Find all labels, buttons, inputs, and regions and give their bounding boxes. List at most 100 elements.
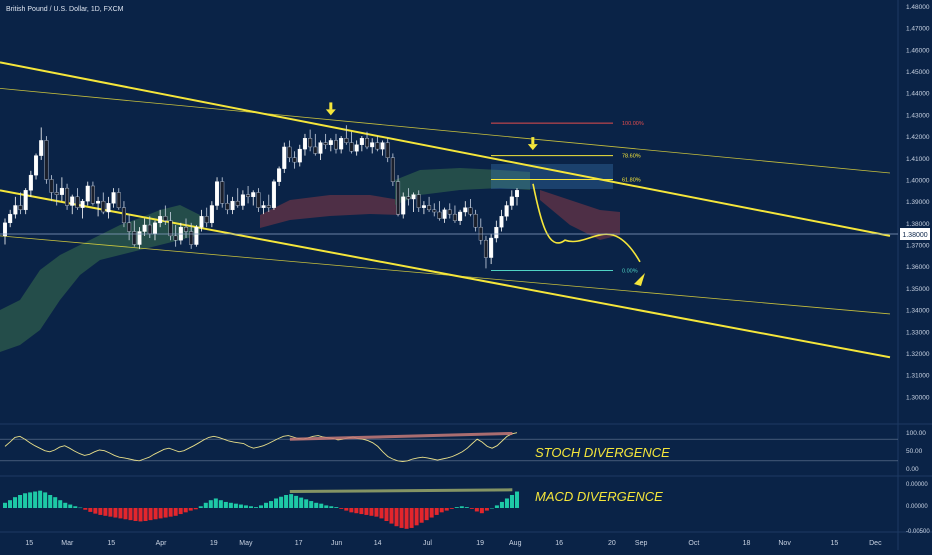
candlesticks (2, 125, 520, 269)
candle-body (354, 144, 359, 152)
candle-body (106, 203, 111, 213)
price-tick-label: 1.34000 (906, 308, 930, 315)
candle-body (183, 226, 189, 232)
candle-body (302, 138, 307, 150)
macd-histogram-bar (359, 508, 364, 515)
trendline (0, 235, 891, 315)
candle-body (34, 155, 39, 176)
macd-histogram-bar (494, 505, 499, 508)
fib-level-label: 100.00% (622, 121, 644, 127)
time-tick-label: Oct (688, 540, 699, 547)
candle-body (494, 226, 499, 239)
macd-histogram-bar (38, 490, 43, 508)
macd-histogram-bar (459, 506, 464, 508)
candle-body (101, 200, 106, 213)
ichimoku-cloud (0, 168, 620, 352)
time-tick-label: Jun (331, 540, 342, 547)
candle-body (8, 213, 13, 224)
candle-body (59, 187, 64, 195)
macd-histogram-bar (13, 497, 18, 508)
macd-histogram-bar (123, 508, 128, 520)
macd-histogram-bar (504, 498, 509, 508)
macd-histogram-bar (68, 504, 73, 508)
candle-body (365, 138, 370, 148)
candle-body (2, 222, 8, 237)
time-axis: 15 Mar 15 Apr 19 May 17 Jun 14 Jul 19 Aug 16 20 Sep Oct… (25, 540, 882, 547)
time-tick-label: 19 (476, 540, 484, 547)
candle-body (287, 146, 292, 158)
candle-body (116, 192, 121, 208)
candle-body (473, 213, 478, 228)
candle-body (432, 209, 437, 213)
price-tick-label: 1.43000 (906, 112, 930, 119)
candle-body (163, 216, 168, 221)
macd-histogram-bar (33, 491, 38, 508)
cloud-bull-segment (395, 168, 530, 205)
time-tick-label: 19 (210, 540, 218, 547)
macd-histogram-bar (469, 508, 474, 509)
down-arrow-head (527, 144, 538, 151)
candle-body (292, 157, 297, 163)
macd-tick-label: 0.00000 (906, 504, 928, 510)
stochastic-pane: 100.00 50.00 0.00 (0, 430, 926, 473)
time-tick-label: 15 (830, 540, 838, 547)
fib-level-label: 78.60% (622, 154, 641, 160)
macd-histogram-bar (319, 503, 324, 508)
time-tick-label: 16 (555, 540, 563, 547)
macd-histogram-bar (233, 503, 238, 508)
macd-histogram-bar (218, 500, 223, 508)
candle-body (152, 222, 157, 234)
macd-histogram-bar (43, 492, 48, 508)
candle-body (359, 138, 364, 145)
macd-histogram-bar (23, 493, 28, 508)
macd-histogram-bar (53, 497, 58, 508)
down-arrow-head (325, 109, 336, 116)
candle-body (173, 235, 178, 241)
time-tick-label: 20 (608, 540, 616, 547)
macd-tick-label: -0.00500 (906, 529, 930, 535)
candle-body (483, 239, 488, 258)
candle-body (396, 181, 401, 215)
macd-histogram-bar (479, 508, 484, 514)
projection-arrowhead (634, 273, 645, 286)
candle-body (199, 216, 204, 228)
candle-body (96, 200, 101, 204)
price-axis: 1.48000 1.47000 1.46000 1.45000 1.44000 1.430… (906, 4, 930, 401)
candle-body (142, 224, 147, 232)
macd-histogram-bar (228, 502, 233, 508)
macd-histogram-bar (389, 508, 394, 524)
chart-title: British Pound / U.S. Dollar, 1D, FXCM (6, 6, 124, 13)
macd-histogram-bar (454, 507, 459, 508)
down-arrow-shaft (531, 137, 535, 145)
candle-body (514, 190, 520, 198)
fib-level-label: 0.00% (622, 269, 638, 275)
candle-body (411, 194, 416, 200)
macd-histogram-bar (98, 508, 103, 515)
macd-histogram-bar (439, 508, 444, 513)
macd-histogram-bar (238, 504, 243, 508)
macd-histogram-bar (133, 508, 138, 521)
macd-histogram-bar (8, 500, 13, 508)
macd-histogram-bar (103, 508, 108, 516)
macd-histogram-bar (113, 508, 118, 518)
macd-histogram-bar (193, 508, 198, 510)
candle-body (277, 168, 282, 182)
candle-body (266, 205, 271, 208)
candle-body (137, 231, 142, 245)
stoch-divergence-label: STOCH DIVERGENCE (535, 445, 670, 460)
time-tick-label: Jul (423, 540, 432, 547)
macd-histogram-bar (419, 508, 424, 523)
candle-body (132, 231, 137, 245)
candle-body (437, 211, 442, 219)
macd-histogram-bar (198, 506, 203, 508)
candle-body (380, 142, 385, 150)
current-price-label: 1.38000 (902, 232, 927, 239)
macd-histogram-bar (223, 501, 228, 508)
candle-body (215, 181, 220, 206)
candle-body (225, 203, 230, 211)
candle-body (271, 181, 276, 208)
macd-histogram-bar (474, 508, 479, 512)
candle-body (121, 207, 126, 224)
candle-body (230, 200, 235, 211)
